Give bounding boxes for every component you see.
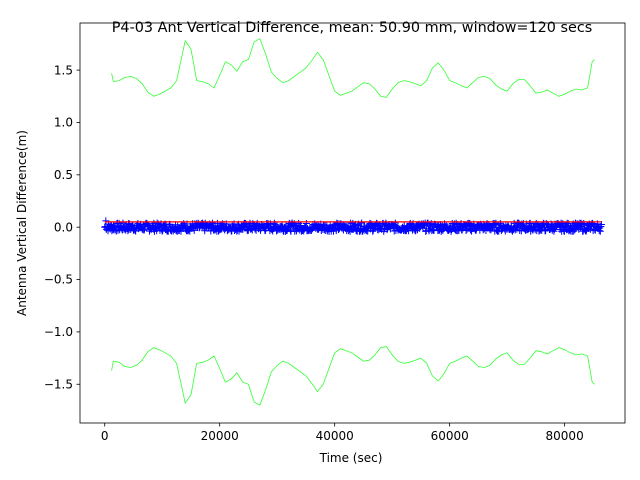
y-axis-label: Antenna Vertical Difference(m) [15,130,29,316]
diff-point-marker [597,221,605,229]
y-tick-label: 1.5 [54,63,73,77]
diff-point-marker [354,221,362,229]
y-tick-label: 0.0 [54,220,73,234]
diff-point-marker [153,219,161,227]
diff-point-marker [596,227,604,235]
y-tick-label: −1.5 [44,377,73,391]
diff-point-marker [268,225,276,233]
diff-point-marker [428,226,436,234]
y-tick-label: 1.0 [54,116,73,130]
diff-point-marker [302,219,310,227]
x-tick-label: 60000 [431,429,469,443]
diff-point-marker [344,227,352,235]
diff-point-marker [391,219,399,227]
diff-point-marker [186,227,194,235]
diff-point-marker [286,226,294,234]
diff-point-marker [442,221,450,229]
diff-point-marker [501,227,509,235]
x-tick-label: 0 [101,429,109,443]
diff-point-marker [589,219,597,227]
diff-point-marker [412,226,420,234]
series-line-upper-bound [111,38,595,98]
diff-point-marker [526,219,534,227]
x-tick-label: 40000 [316,429,354,443]
series-line-lower-bound [111,346,595,406]
diff-point-marker [160,222,168,230]
plot-marks [101,38,605,406]
diff-point-marker [462,227,470,235]
diff-point-marker [596,224,604,232]
axes: 0 20000 40000 60000 80000 −1.5 −1.0 −0.5 0.0 0.5 1… [44,22,626,443]
diff-point-marker [363,227,371,235]
series-vertical-difference [101,217,605,235]
chart-title: P4-03 Ant Vertical Difference, mean: 50.… [112,20,593,36]
diff-point-marker [270,219,278,227]
plot-frame [79,22,626,424]
y-tick-label: −1.0 [44,325,73,339]
diff-point-marker [140,226,148,234]
x-tick-label: 20000 [201,429,239,443]
diff-point-marker [519,221,527,229]
x-tick-label: 80000 [546,429,584,443]
diff-point-marker [283,227,291,235]
x-axis-label: Time (sec) [319,451,383,465]
y-tick-label: 0.5 [54,168,73,182]
y-tick-label: −0.5 [44,273,73,287]
